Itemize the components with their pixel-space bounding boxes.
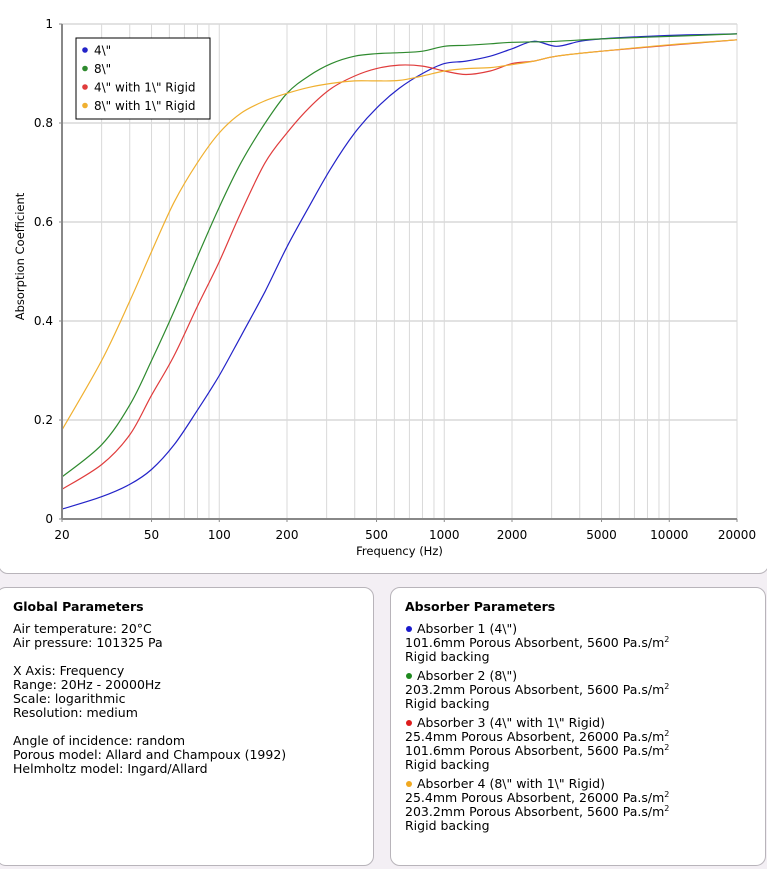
legend-box (75, 37, 211, 120)
absorber-backing: Rigid backing (405, 757, 490, 772)
y-tick-label: 0.2 (34, 413, 53, 427)
absorber-layer: 25.4mm Porous Absorbent, 26000 Pa.s/m2 (405, 728, 670, 744)
axes: 0 0.2 0.4 0.6 0.8 1 20 50 100 200 500 1000 2000 5000 1… (13, 17, 756, 558)
absorber-1-name: Absorber 1 (4\") (405, 622, 753, 636)
absorber-backing: Rigid backing (405, 649, 490, 664)
absorber-color-dot-icon (406, 719, 412, 726)
legend-marker-1 (82, 47, 88, 53)
x-axis-param: X Axis: Frequency (13, 663, 125, 678)
legend-marker-4 (82, 102, 88, 109)
global-parameters-title: Global Parameters (13, 599, 144, 614)
legend-label-4: 8\" with 1\" Rigid (94, 99, 196, 113)
legend: 4\" 8\" 4\" with 1\" Rigid 8\" with 1\" Rig… (75, 37, 211, 120)
chart-panel: 0 0.2 0.4 0.6 0.8 1 20 50 100 200 500 1000 2000 5000 1… (0, 0, 767, 574)
x-tick-label: 100 (208, 528, 231, 542)
absorber-color-dot-icon (406, 625, 412, 632)
resolution-param: Resolution: medium (13, 705, 138, 720)
legend-marker-2 (82, 65, 88, 72)
legend-label-1: 4\" (94, 44, 111, 58)
legend-label-3: 4\" with 1\" Rigid (94, 81, 196, 95)
legend-label-2: 8\" (94, 62, 111, 76)
y-tick-label: 0.8 (34, 116, 53, 130)
y-tick-label: 1 (45, 17, 53, 31)
absorber-color-dot-icon (406, 672, 412, 679)
x-tick-label: 2000 (497, 528, 528, 542)
air-temperature: Air temperature: 20°C (13, 621, 152, 636)
absorber-layer: 203.2mm Porous Absorbent, 5600 Pa.s/m2 (405, 681, 670, 697)
x-tick-label: 50 (144, 528, 159, 542)
series-lines (61, 33, 738, 510)
x-tick-label: 5000 (586, 528, 617, 542)
absorber-3-name: Absorber 3 (4\" with 1\" Rigid) (405, 716, 753, 730)
x-tick-label: 200 (276, 528, 299, 542)
x-tick-label: 10000 (650, 528, 688, 542)
legend-marker-3 (82, 84, 88, 90)
absorber-4-name: Absorber 4 (8\" with 1\" Rigid) (405, 777, 753, 791)
absorber-name-label: Absorber 3 (4\" with 1\" Rigid) (417, 715, 605, 730)
absorber-layer: 101.6mm Porous Absorbent, 5600 Pa.s/m2 (405, 742, 670, 758)
scale-param: Scale: logarithmic (13, 691, 126, 706)
porous-model-param: Porous model: Allard and Champoux (1992) (13, 747, 287, 762)
absorber-name-label: Absorber 1 (4\") (417, 621, 518, 636)
x-tick-label: 20000 (718, 528, 756, 542)
absorption-chart: 0 0.2 0.4 0.6 0.8 1 20 50 100 200 500 1000 2000 5000 1… (13, 17, 756, 558)
absorber-name-label: Absorber 4 (8\" with 1\" Rigid) (417, 776, 605, 791)
absorber-list: Absorber 1 (4\") 101.6mm Porous Absorbent… (405, 622, 753, 833)
global-parameters-panel: Global Parameters Air temperature: 20°C … (0, 587, 374, 866)
x-tick-label: 20 (54, 528, 69, 542)
series-line-1 (61, 33, 738, 510)
absorber-parameters-title: Absorber Parameters (405, 599, 556, 614)
y-tick-label: 0 (45, 512, 53, 526)
range-param: Range: 20Hz - 20000Hz (13, 677, 161, 692)
y-tick-label: 0.6 (34, 215, 53, 229)
absorber-color-dot-icon (406, 780, 412, 787)
absorber-layer: 203.2mm Porous Absorbent, 5600 Pa.s/m2 (405, 803, 670, 819)
y-tick-label: 0.4 (34, 314, 53, 328)
absorber-backing: Rigid backing (405, 818, 490, 833)
angle-param: Angle of incidence: random (13, 733, 186, 748)
series-line-4 (61, 39, 738, 431)
absorber-2-name: Absorber 2 (8\") (405, 669, 753, 683)
x-axis-title: Frequency (Hz) (356, 544, 443, 558)
air-pressure: Air pressure: 101325 Pa (13, 635, 163, 650)
absorber-layer: 101.6mm Porous Absorbent, 5600 Pa.s/m2 (405, 634, 670, 650)
absorber-backing: Rigid backing (405, 696, 490, 711)
absorber-name-label: Absorber 2 (8\") (417, 668, 518, 683)
absorber-parameters-panel: Absorber Parameters Absorber 1 (4\") 101.… (390, 587, 766, 866)
x-tick-label: 1000 (429, 528, 460, 542)
absorber-layer: 25.4mm Porous Absorbent, 26000 Pa.s/m2 (405, 789, 670, 805)
y-axis-title: Absorption Coefficient (13, 192, 27, 320)
series-line-2 (61, 33, 738, 478)
x-tick-label: 500 (365, 528, 388, 542)
helmholtz-model-param: Helmholtz model: Ingard/Allard (13, 761, 208, 776)
